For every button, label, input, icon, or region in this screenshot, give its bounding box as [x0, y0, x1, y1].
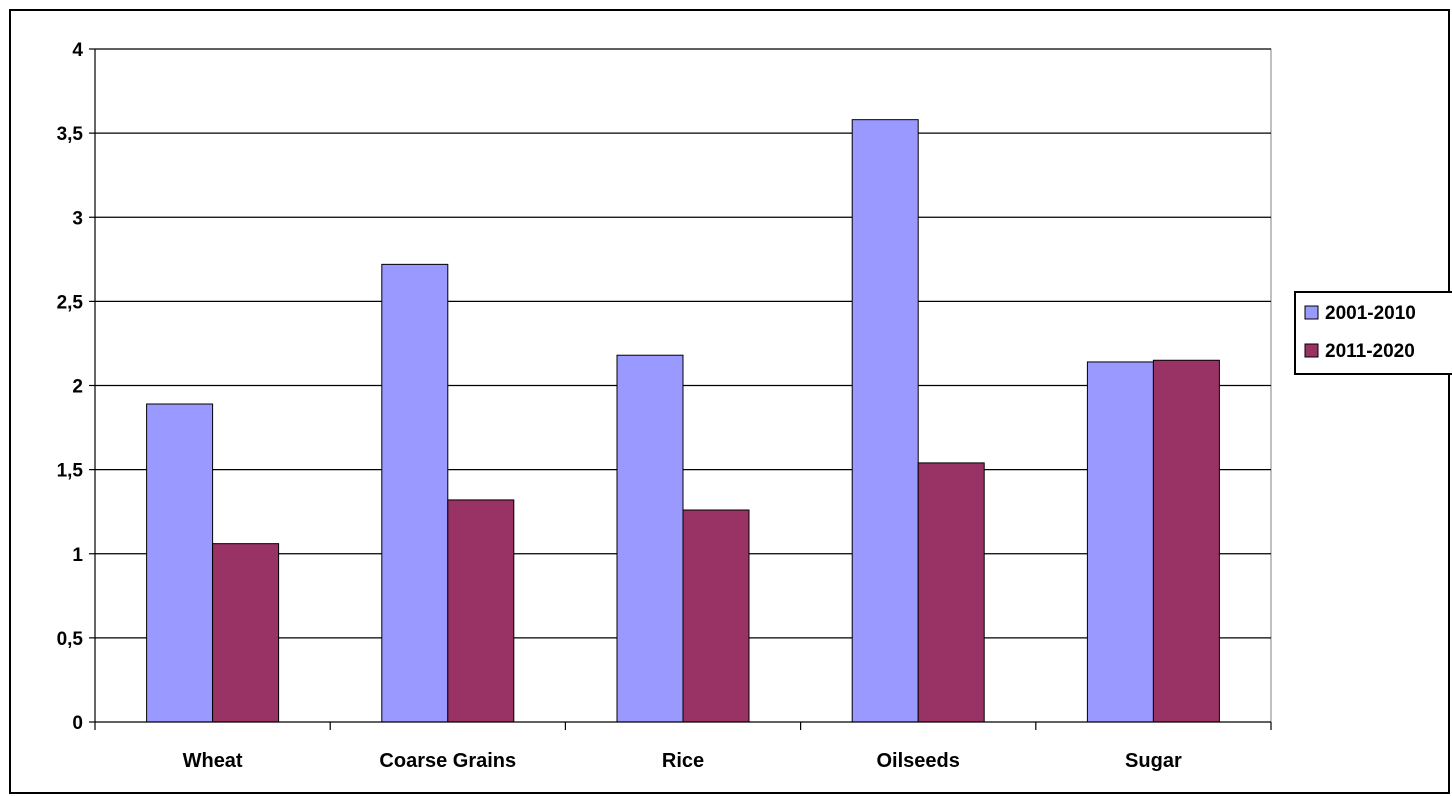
legend-swatch-2001-2010 [1304, 305, 1319, 320]
axes [89, 48, 1272, 730]
x-category-label: Rice [662, 750, 704, 772]
y-tick-label: 4 [72, 40, 83, 61]
bar-2001-2010-rice [616, 354, 684, 723]
bar-2011-2020-oilseeds [917, 462, 985, 723]
bar-2001-2010-oilseeds [851, 119, 919, 723]
bar-2011-2020-coarse-grains [447, 499, 515, 723]
legend-box [1294, 291, 1452, 375]
bar-2011-2020-wheat [212, 543, 280, 723]
x-category-label: Oilseeds [877, 750, 960, 772]
y-tick-label: 3,5 [57, 124, 84, 145]
x-category-label: Sugar [1125, 750, 1182, 772]
y-axis-tick-labels: 0 0,5 1 1,5 2 2,5 3 3,5 4 [57, 40, 84, 734]
y-tick-label: 2,5 [57, 292, 84, 313]
bar-2011-2020-rice [682, 509, 750, 723]
legend-label-2001-2010: 2001-2010 [1325, 303, 1416, 324]
y-tick-label: 2 [72, 377, 83, 398]
bar-2001-2010-wheat [146, 403, 214, 723]
y-tick-label: 3 [72, 208, 83, 229]
y-tick-label: 0,5 [57, 629, 84, 650]
x-category-label: Coarse Grains [379, 750, 516, 772]
legend-label-2011-2020: 2011-2020 [1325, 341, 1415, 362]
bars [146, 119, 1220, 723]
bar-2001-2010-coarse-grains [381, 263, 449, 723]
y-tick-label: 1 [72, 545, 83, 566]
x-axis-category-labels: Wheat Coarse Grains Rice Oilseeds Sugar [183, 750, 1182, 772]
y-tick-label: 0 [72, 713, 83, 734]
legend: 2001-2010 2011-2020 [1294, 291, 1452, 375]
bar-2011-2020-sugar [1152, 359, 1220, 723]
bar-2001-2010-sugar [1086, 361, 1154, 723]
legend-swatch-2011-2020 [1304, 343, 1319, 358]
x-category-label: Wheat [183, 750, 243, 772]
y-tick-label: 1,5 [57, 461, 84, 482]
